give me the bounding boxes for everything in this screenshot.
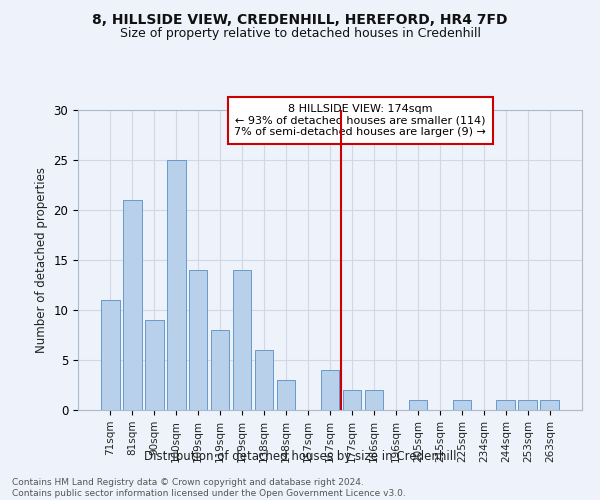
- Y-axis label: Number of detached properties: Number of detached properties: [35, 167, 48, 353]
- Bar: [518, 400, 537, 410]
- Bar: [320, 370, 340, 410]
- Bar: [145, 320, 164, 410]
- Bar: [277, 380, 295, 410]
- Bar: [189, 270, 208, 410]
- Bar: [233, 270, 251, 410]
- Bar: [496, 400, 515, 410]
- Bar: [343, 390, 361, 410]
- Bar: [167, 160, 185, 410]
- Bar: [255, 350, 274, 410]
- Text: Contains HM Land Registry data © Crown copyright and database right 2024.
Contai: Contains HM Land Registry data © Crown c…: [12, 478, 406, 498]
- Text: Size of property relative to detached houses in Credenhill: Size of property relative to detached ho…: [119, 28, 481, 40]
- Bar: [101, 300, 119, 410]
- Text: 8, HILLSIDE VIEW, CREDENHILL, HEREFORD, HR4 7FD: 8, HILLSIDE VIEW, CREDENHILL, HEREFORD, …: [92, 12, 508, 26]
- Bar: [541, 400, 559, 410]
- Bar: [211, 330, 229, 410]
- Bar: [365, 390, 383, 410]
- Bar: [409, 400, 427, 410]
- Bar: [123, 200, 142, 410]
- Text: Distribution of detached houses by size in Credenhill: Distribution of detached houses by size …: [144, 450, 456, 463]
- Bar: [452, 400, 471, 410]
- Text: 8 HILLSIDE VIEW: 174sqm
← 93% of detached houses are smaller (114)
7% of semi-de: 8 HILLSIDE VIEW: 174sqm ← 93% of detache…: [235, 104, 486, 137]
